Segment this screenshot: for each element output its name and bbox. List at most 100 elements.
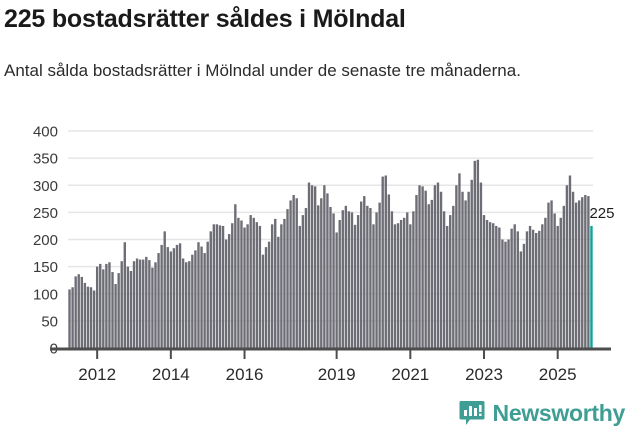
bar — [181, 258, 185, 348]
bar — [323, 185, 326, 348]
bar — [270, 224, 274, 348]
y-axis-tick-labels: 050100150200250300350400 — [33, 124, 58, 358]
bar — [157, 253, 160, 348]
bar — [556, 225, 559, 348]
bar — [510, 228, 513, 348]
bar — [547, 202, 550, 348]
bar — [565, 185, 569, 348]
bar — [559, 217, 562, 348]
bar — [513, 224, 516, 348]
bar — [258, 225, 262, 348]
bar — [479, 182, 483, 348]
bar — [341, 210, 344, 348]
newsworthy-logo-text: Newsworthy — [492, 400, 626, 426]
bar-chart: 050100150200250300350400 201220142016201… — [0, 118, 631, 388]
bar — [458, 173, 461, 348]
bar — [126, 266, 130, 349]
bar — [445, 225, 449, 348]
chart-subtitle: Antal sålda bostadsrätter i Mölndal unde… — [4, 61, 521, 80]
bar — [132, 261, 136, 348]
bar — [577, 200, 581, 348]
bar — [317, 205, 320, 348]
bar — [264, 247, 268, 348]
bar — [421, 186, 424, 348]
bar — [525, 231, 529, 348]
x-axis-ticks — [96, 350, 559, 359]
bar — [535, 232, 538, 348]
x-tick-label: 2023 — [465, 365, 503, 384]
bar — [418, 185, 421, 348]
y-tick-label: 250 — [33, 205, 58, 222]
bar — [249, 215, 252, 348]
x-tick-label: 2021 — [391, 365, 429, 384]
bar — [488, 222, 492, 348]
bar — [550, 200, 553, 348]
bar — [142, 259, 145, 348]
bar — [360, 201, 363, 348]
value-annotation: 225 — [589, 205, 614, 222]
bar — [111, 272, 114, 348]
newsworthy-logo[interactable]: Newsworthy — [459, 400, 625, 427]
y-tick-label: 300 — [33, 178, 58, 195]
bar — [470, 179, 473, 348]
bar — [396, 223, 400, 348]
bar — [492, 223, 495, 348]
bar — [350, 212, 354, 349]
bar — [571, 191, 575, 348]
y-tick-label: 50 — [41, 313, 58, 330]
bar — [495, 225, 498, 348]
bar — [169, 251, 173, 348]
bar — [200, 246, 203, 348]
bar — [99, 263, 102, 348]
bar — [86, 286, 90, 348]
bar — [212, 224, 216, 348]
bar — [80, 276, 84, 348]
bar — [114, 283, 117, 348]
bar — [286, 209, 289, 348]
bar — [129, 270, 133, 348]
bar — [553, 213, 556, 348]
bar — [307, 182, 311, 348]
bar — [538, 230, 541, 348]
bar — [581, 197, 584, 348]
bar — [71, 287, 74, 348]
bar — [197, 242, 200, 348]
bar — [246, 224, 249, 348]
bar — [584, 195, 587, 348]
bar — [409, 224, 412, 348]
bar — [310, 185, 314, 348]
bar — [237, 217, 240, 348]
bar — [442, 211, 446, 348]
bar — [151, 267, 154, 348]
bar — [522, 243, 526, 348]
bar — [574, 202, 578, 348]
bar — [68, 289, 71, 348]
bar — [402, 217, 406, 348]
bar — [295, 198, 298, 348]
bar — [102, 269, 105, 348]
bar — [289, 200, 292, 348]
bar — [166, 247, 169, 348]
bar — [301, 215, 305, 348]
bar — [240, 220, 243, 348]
bar — [424, 190, 427, 348]
bar — [430, 199, 434, 348]
bar — [449, 215, 452, 348]
bar — [163, 231, 166, 348]
bar — [467, 191, 470, 348]
bar — [464, 200, 467, 348]
bar — [194, 250, 197, 348]
bar — [154, 262, 157, 348]
y-tick-label: 350 — [33, 151, 58, 168]
bar — [427, 204, 430, 348]
bar — [406, 212, 409, 349]
bar — [332, 213, 335, 348]
bar — [123, 242, 126, 348]
bar — [519, 251, 523, 348]
bar — [485, 219, 489, 348]
y-tick-label: 200 — [33, 232, 58, 249]
bar — [473, 160, 476, 348]
bar — [531, 229, 535, 348]
bar — [501, 239, 504, 348]
